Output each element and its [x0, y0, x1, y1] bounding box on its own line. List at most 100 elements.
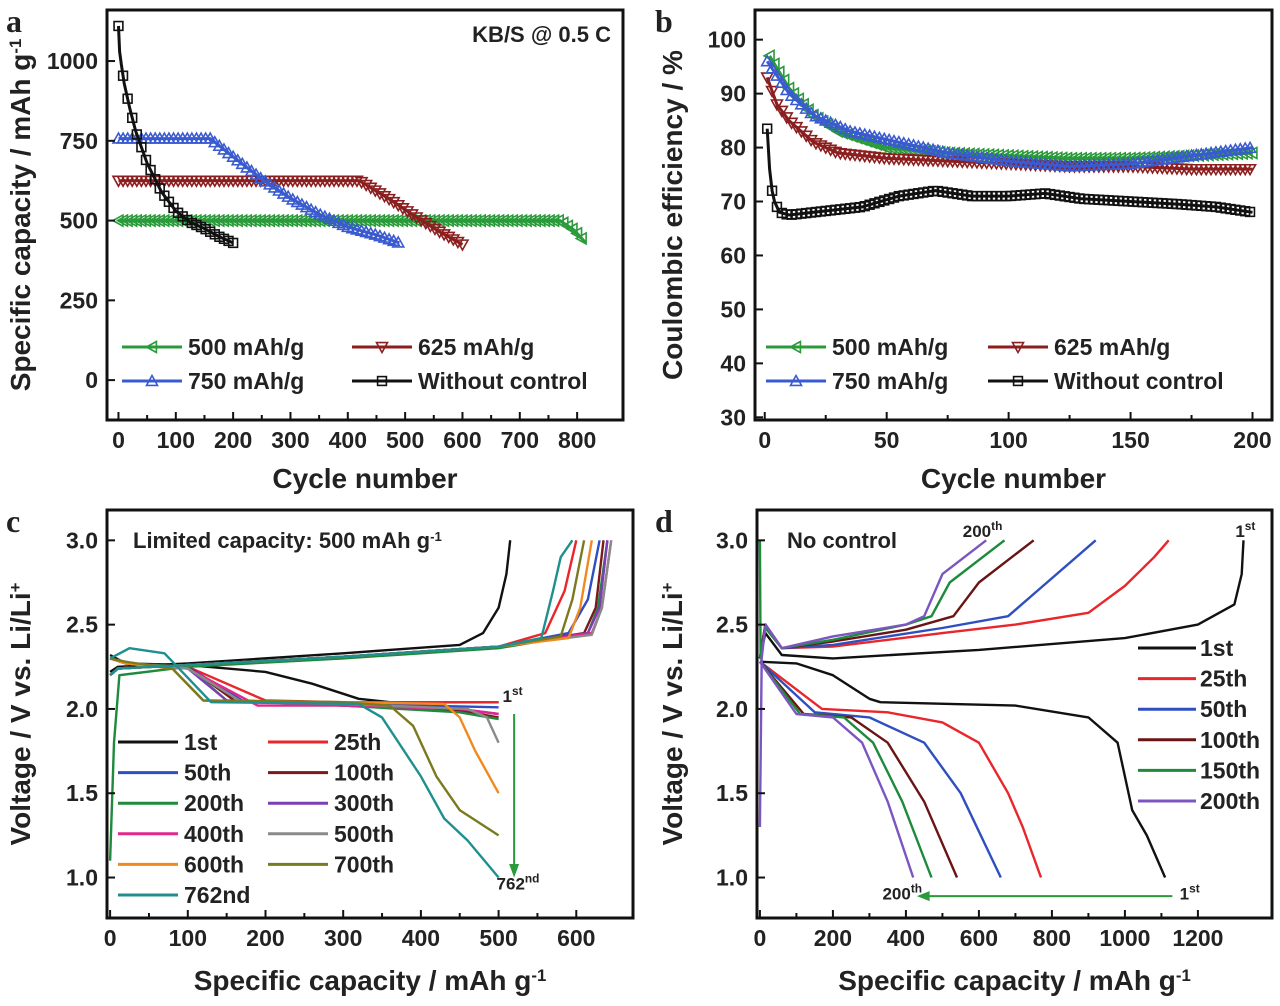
legend-label: 750 mAh/g — [832, 368, 948, 394]
x-tick-label: 200 — [246, 925, 284, 951]
annotation-200th-bottom: 200th — [882, 881, 922, 903]
charge-curve — [758, 539, 1035, 659]
data-point — [386, 196, 401, 210]
data-point — [227, 237, 239, 249]
data-point — [217, 142, 231, 155]
legend: 1st 25th 50th 100th 150th 200th — [1138, 635, 1260, 814]
x-axis-title-text: Specific capacity / mAh g — [194, 965, 532, 996]
data-point — [226, 149, 240, 162]
legend-item: 25th — [268, 729, 381, 755]
data-point — [1011, 341, 1025, 355]
data-point — [765, 61, 779, 74]
data-point — [350, 175, 364, 188]
data-point — [761, 123, 773, 134]
charge-curve — [758, 539, 987, 828]
data-point — [375, 341, 389, 355]
legend-item: 150th — [1138, 757, 1260, 783]
y-axis-title: Specific capacity / mAh g-1 — [5, 39, 36, 392]
x-axis-title: Specific capacity / mAh g-1 — [838, 965, 1191, 996]
data-point — [809, 138, 823, 151]
series-750-mah-g — [111, 131, 406, 248]
x-tick-label: 400 — [887, 925, 925, 951]
panel-d: d0 200 400 600 800 1000 12001.01.52.02.53.0Spe… — [655, 503, 1274, 996]
data-point — [249, 167, 263, 180]
panel-label: b — [655, 3, 673, 39]
annotation-last-sup: nd — [525, 871, 540, 885]
legend-label: 1st — [1200, 635, 1234, 661]
series-line — [117, 25, 234, 245]
legend-item: 200th — [118, 790, 244, 816]
x-tick-label: 400 — [402, 925, 440, 951]
annotation-200th-bottom-base: 200 — [882, 884, 910, 903]
data-point — [1243, 140, 1257, 154]
x-tick-label: 100 — [169, 925, 207, 951]
discharge-curve — [109, 653, 499, 704]
data-point — [145, 373, 159, 387]
panel-a: a 0 100 200 300 400 500 600 700 800 0 250 500 750 1000… — [5, 3, 625, 494]
data-point — [207, 135, 222, 148]
legend-label: 625 mAh/g — [1054, 334, 1170, 360]
data-point — [377, 190, 392, 204]
x-tick-label: 200 — [214, 427, 252, 453]
plot-frame — [753, 8, 1274, 422]
arrow-head — [509, 864, 520, 878]
data-point — [799, 101, 814, 114]
annotation-1st-top: 1st — [1235, 519, 1255, 541]
y-tick-label: 750 — [60, 128, 98, 154]
series-1st — [758, 540, 1245, 878]
data-point — [455, 239, 470, 252]
y-tick-label: 60 — [720, 242, 746, 268]
legend-item: 762nd — [118, 882, 250, 908]
y-tick-label: 2.0 — [716, 696, 748, 722]
annotation-1st-top-base: 1 — [1235, 522, 1244, 541]
data-point — [136, 141, 147, 153]
discharge-curve — [758, 660, 959, 878]
charge-curve — [109, 540, 578, 677]
series-750-mah-g — [760, 54, 1257, 172]
x-tick-label: 800 — [1033, 925, 1071, 951]
y-tick-label: 70 — [720, 189, 746, 215]
annotation-200th-bottom-sup: th — [911, 881, 922, 895]
series-500-mah-g — [111, 213, 587, 246]
data-point — [127, 112, 138, 124]
x-tick-label: 1200 — [1172, 925, 1223, 951]
y-tick-label: 250 — [60, 287, 98, 313]
x-tick-label: 300 — [271, 427, 309, 453]
y-axis-title-text: Coulombic efficiency / % — [657, 50, 688, 380]
annotation-last-base: 762 — [497, 874, 525, 893]
data-point — [777, 73, 790, 87]
data-point — [794, 97, 809, 110]
data-point — [569, 226, 583, 241]
plot-subtitle: No control — [787, 528, 897, 553]
y-tick-label: 80 — [720, 135, 746, 161]
data-point — [804, 105, 818, 119]
data-point — [240, 160, 254, 173]
series-150th — [758, 539, 1006, 878]
x-tick-label: 600 — [960, 925, 998, 951]
legend-label: 500th — [334, 821, 394, 847]
data-point — [789, 373, 803, 387]
x-tick-label: 0 — [758, 427, 771, 453]
data-point — [1240, 146, 1253, 161]
legend-label: 625 mAh/g — [418, 334, 534, 360]
data-point — [565, 222, 578, 236]
data-point — [774, 75, 789, 89]
series-line — [768, 55, 1253, 160]
y-tick-label: 40 — [720, 350, 746, 376]
data-point — [405, 209, 419, 222]
annotation-first-sup: st — [512, 684, 523, 698]
legend-item: 700th — [268, 851, 394, 877]
legend-item: 50th — [1138, 696, 1247, 722]
data-point — [203, 131, 218, 144]
data-point — [400, 206, 415, 219]
x-axis-title-sup: -1 — [1176, 966, 1191, 985]
legend-label: 500 mAh/g — [832, 334, 948, 360]
legend-label: 500 mAh/g — [188, 334, 304, 360]
x-axis-title: Cycle number — [272, 463, 457, 494]
data-point — [140, 154, 152, 166]
y-tick-label: 1000 — [47, 48, 98, 74]
charge-curve — [109, 540, 586, 677]
x-tick-label: 800 — [558, 427, 596, 453]
series-762nd — [109, 539, 574, 879]
